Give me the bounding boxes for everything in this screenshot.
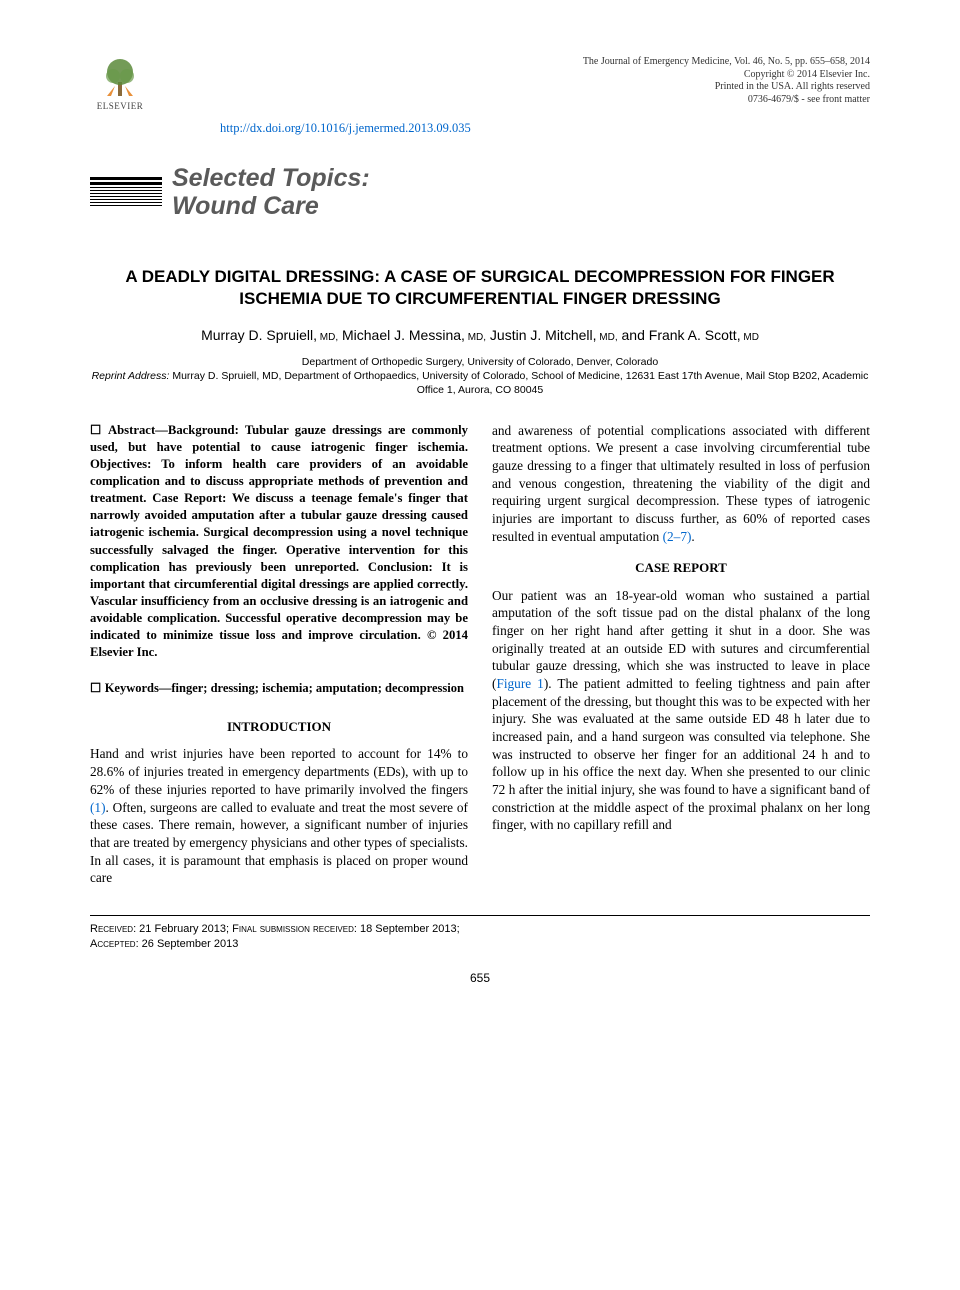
intro-text-b: . Often, surgeons are called to evaluate…	[90, 800, 468, 886]
abstract-body: Tubular gauze dressings are commonly use…	[90, 423, 468, 660]
received-date: 21 February 2013;	[136, 923, 232, 935]
banner-rules-icon	[90, 177, 162, 208]
citation-link-1[interactable]: (1)	[90, 800, 106, 815]
received-label: Received:	[90, 923, 136, 935]
author-1-cred: MD,	[317, 332, 338, 343]
abstract-label: Abstract—Background:	[108, 423, 245, 437]
figure-link-1[interactable]: Figure 1	[496, 676, 543, 691]
intro-heading: INTRODUCTION	[90, 718, 468, 735]
section-banner: Selected Topics: Wound Care	[90, 165, 870, 220]
section-banner-title: Selected Topics: Wound Care	[172, 165, 370, 220]
intro-paragraph: Hand and wrist injuries have been report…	[90, 745, 468, 886]
publisher-logo: ELSEVIER	[90, 56, 150, 112]
checkbox-icon: ☐	[90, 423, 108, 437]
author-3: Justin J. Mitchell,	[490, 327, 597, 343]
body-columns: ☐ Abstract—Background: Tubular gauze dre…	[90, 422, 870, 887]
accepted-date: 26 September 2013	[139, 938, 239, 950]
journal-line3: Printed in the USA. All rights reserved	[583, 81, 870, 94]
case-report-paragraph: Our patient was an 18-year-old woman who…	[492, 587, 870, 834]
finalsub-date: 18 September 2013;	[357, 923, 460, 935]
journal-page: ELSEVIER The Journal of Emergency Medici…	[0, 0, 960, 1026]
author-2-cred: MD,	[465, 332, 486, 343]
banner-line2: Wound Care	[172, 193, 370, 221]
author-3-cred: MD,	[597, 332, 618, 343]
journal-line2: Copyright © 2014 Elsevier Inc.	[583, 69, 870, 82]
author-4-cred: MD	[741, 332, 759, 343]
keywords-body: finger; dressing; ischemia; amputation; …	[171, 681, 464, 695]
page-number: 655	[90, 970, 870, 986]
affiliation-dept: Department of Orthopedic Surgery, Univer…	[90, 355, 870, 369]
keywords-block: ☐ Keywords—finger; dressing; ischemia; a…	[90, 680, 468, 697]
intro-text-a: Hand and wrist injuries have been report…	[90, 746, 468, 796]
banner-line1: Selected Topics:	[172, 165, 370, 193]
journal-citation: The Journal of Emergency Medicine, Vol. …	[583, 56, 870, 106]
author-conj: and	[622, 327, 649, 343]
article-title: A DEADLY DIGITAL DRESSING: A CASE OF SUR…	[90, 266, 870, 310]
header-row: ELSEVIER The Journal of Emergency Medici…	[90, 56, 870, 112]
author-1: Murray D. Spruiell,	[201, 327, 317, 343]
reprint-text: Murray D. Spruiell, MD, Department of Or…	[169, 370, 868, 396]
doi-link[interactable]: http://dx.doi.org/10.1016/j.jemermed.201…	[220, 120, 870, 137]
citation-link-2-7[interactable]: (2–7)	[663, 529, 692, 544]
reprint-address: Reprint Address: Murray D. Spruiell, MD,…	[90, 369, 870, 397]
case-text-b: ). The patient admitted to feeling tight…	[492, 676, 870, 832]
accepted-label: Accepted:	[90, 938, 139, 950]
journal-line1: The Journal of Emergency Medicine, Vol. …	[583, 56, 870, 69]
case-report-heading: CASE REPORT	[492, 559, 870, 576]
affiliation-block: Department of Orthopedic Surgery, Univer…	[90, 355, 870, 398]
left-column: ☐ Abstract—Background: Tubular gauze dre…	[90, 422, 468, 887]
footer-divider	[90, 915, 870, 916]
reprint-label: Reprint Address:	[92, 370, 170, 382]
author-2: Michael J. Messina,	[342, 327, 465, 343]
intro-continuation: and awareness of potential complications…	[492, 422, 870, 546]
manuscript-dates: Received: 21 February 2013; Final submis…	[90, 922, 870, 952]
author-4: Frank A. Scott,	[649, 327, 741, 343]
rcol-text-a: and awareness of potential complications…	[492, 423, 870, 544]
publisher-name: ELSEVIER	[97, 100, 144, 112]
keywords-label: Keywords—	[105, 681, 172, 695]
checkbox-icon: ☐	[90, 681, 105, 695]
rcol-text-b: .	[691, 529, 694, 544]
author-list: Murray D. Spruiell, MD, Michael J. Messi…	[90, 326, 870, 345]
elsevier-tree-icon	[99, 56, 141, 98]
right-column: and awareness of potential complications…	[492, 422, 870, 887]
finalsub-label: Final submission received:	[232, 923, 357, 935]
abstract-block: ☐ Abstract—Background: Tubular gauze dre…	[90, 422, 468, 662]
journal-line4: 0736-4679/$ - see front matter	[583, 94, 870, 107]
